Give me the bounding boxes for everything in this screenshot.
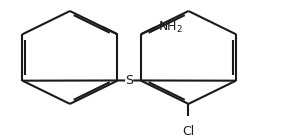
Text: S: S xyxy=(125,74,133,87)
Text: Cl: Cl xyxy=(182,125,195,137)
Text: NH$_2$: NH$_2$ xyxy=(158,20,183,35)
